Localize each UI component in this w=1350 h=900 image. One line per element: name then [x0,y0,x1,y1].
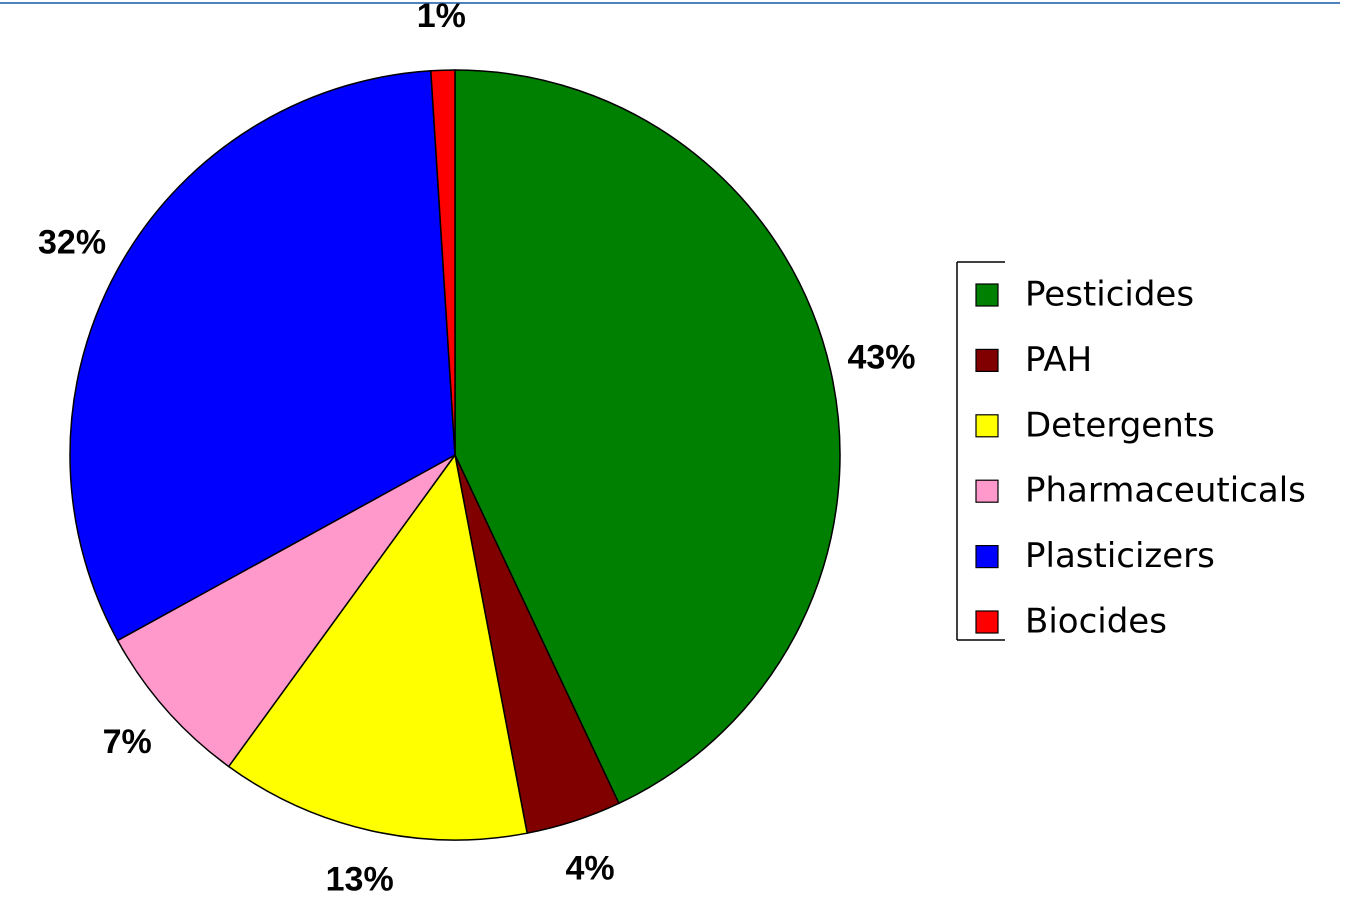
pie-slice [69,69,456,642]
pie-slice [116,454,456,768]
legend-label: Detergents [1025,405,1215,445]
slice-label: 1% [417,0,466,35]
legend-label: PAH [1025,340,1092,380]
legend-swatch [975,283,999,307]
slice-label: 13% [326,860,394,898]
legend-label: Biocides [1025,602,1167,642]
legend-label: Pesticides [1025,275,1194,315]
legend-swatch [975,479,999,503]
slice-label: 4% [565,850,614,888]
legend-swatch [975,544,999,569]
legend-swatch [975,610,999,634]
legend [956,261,1005,641]
pie-slice [430,69,456,456]
slice-label: 43% [847,339,915,377]
slice-label: 7% [103,723,152,761]
legend-label: Plasticizers [1025,536,1215,576]
pie-slice [227,453,529,841]
legend-swatch [975,348,999,372]
slice-label: 32% [38,223,106,261]
legend-label: Pharmaceuticals [1025,471,1306,511]
legend-swatch [975,414,999,438]
pie-slice [454,69,841,805]
